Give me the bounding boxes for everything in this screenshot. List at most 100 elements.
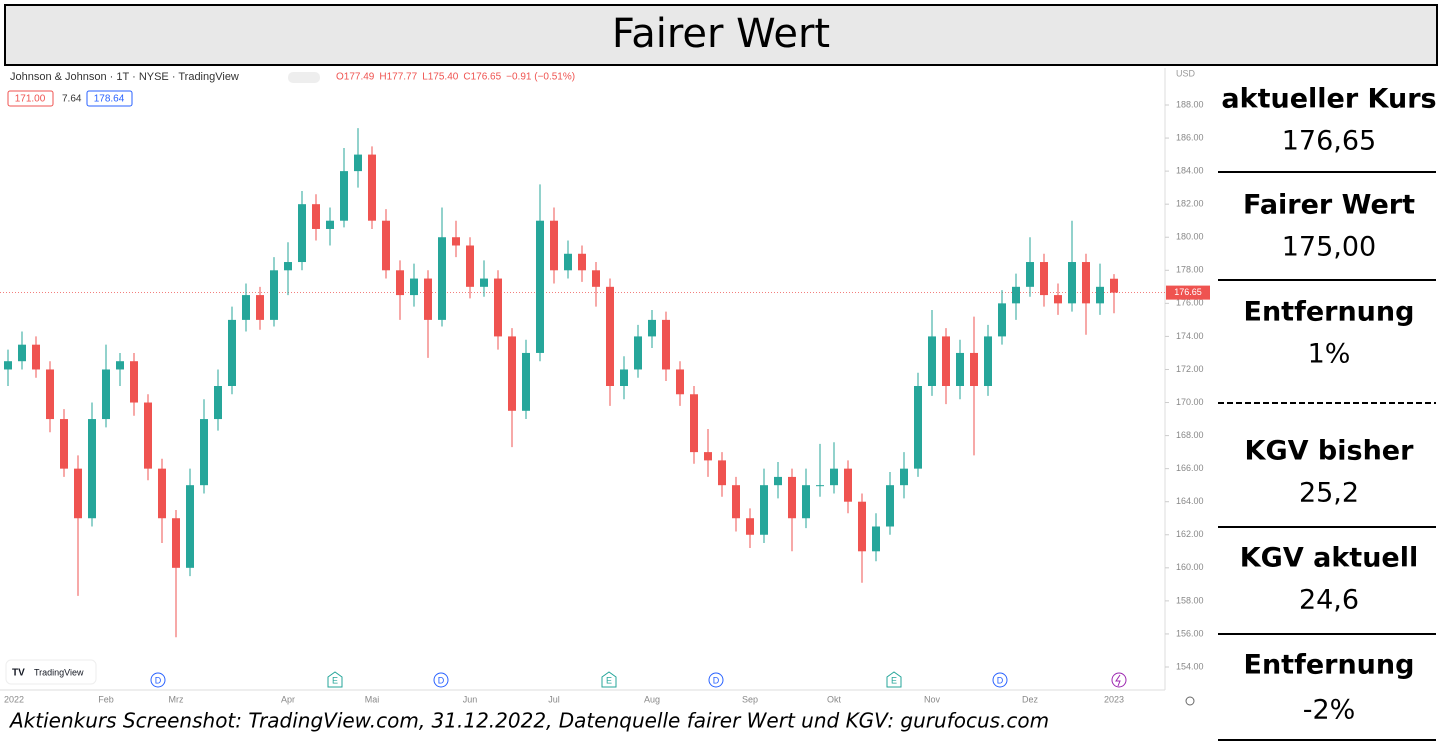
y-tick-label: 188.00 [1176, 99, 1204, 109]
y-tick-label: 176.00 [1176, 298, 1204, 308]
x-tick-label: 2022 [4, 694, 24, 704]
candle-body [130, 361, 138, 403]
price-tag [1166, 285, 1210, 300]
candle-body [844, 468, 852, 502]
candle-body [830, 468, 838, 486]
candle-body [816, 485, 824, 487]
indicator-value: 178.64 [94, 94, 125, 105]
candle-body [648, 319, 656, 337]
event-label: E [606, 675, 612, 685]
candle-body [158, 468, 166, 519]
event-label: D [997, 675, 1004, 685]
candle-body [18, 344, 26, 362]
candle-body [214, 386, 222, 420]
candle-body [200, 419, 208, 486]
candle-body [382, 220, 390, 271]
candle-body [592, 270, 600, 287]
panel-label: Entfernung [1244, 297, 1415, 328]
candle-body [102, 369, 110, 420]
y-tick-label: 162.00 [1176, 529, 1204, 539]
event-marker [433, 672, 449, 688]
x-tick-label: Mai [365, 694, 380, 704]
ohlc-value: O177.49 [336, 72, 375, 83]
caption: Aktienkurs Screenshot: TradingView.com, … [8, 709, 1049, 733]
candle-body [1012, 286, 1020, 304]
candle-body [522, 352, 530, 411]
candle-body [802, 485, 810, 519]
candle-body [144, 402, 152, 469]
candle-body [186, 485, 194, 568]
x-tick-label: Jul [548, 694, 560, 704]
price-tag-label: 176.65 [1174, 287, 1202, 297]
x-tick-label: Jun [463, 694, 478, 704]
event-label: E [332, 675, 338, 685]
candle-body [928, 336, 936, 386]
candle-body [704, 452, 712, 461]
y-tick-label: 166.00 [1176, 463, 1204, 473]
candle-body [494, 278, 502, 337]
candle-body [466, 245, 474, 287]
settings-icon[interactable] [1185, 696, 1195, 706]
panel-label: Fairer Wert [1243, 190, 1415, 221]
candle-body [564, 253, 572, 271]
candle-body [88, 419, 96, 519]
candle-body [368, 154, 376, 221]
candle-body [340, 171, 348, 221]
x-tick-label: Nov [924, 694, 941, 704]
candle-body [438, 237, 446, 320]
candle-body [606, 286, 614, 386]
y-tick-label: 174.00 [1176, 331, 1204, 341]
ohlc-value: H177.77 [379, 72, 417, 83]
event-marker [708, 672, 724, 688]
candle-body [746, 518, 754, 535]
candle-body [228, 319, 236, 386]
candle-body [354, 154, 362, 172]
currency: USD [1176, 68, 1196, 78]
x-tick-label: Mrz [169, 694, 184, 704]
candle-body [886, 485, 894, 527]
candle-body [788, 476, 796, 519]
panel-label: Entfernung [1244, 650, 1415, 681]
x-tick-label: Apr [281, 694, 295, 704]
event-label: D [713, 675, 720, 685]
candle-body [396, 270, 404, 296]
event-flash[interactable] [1111, 672, 1127, 688]
x-tick-label: Feb [98, 694, 114, 704]
event-marker [150, 672, 166, 688]
event-marker [327, 671, 343, 688]
legend-toggle[interactable] [288, 72, 320, 83]
y-tick-label: 164.00 [1176, 496, 1204, 506]
candle-body [718, 460, 726, 486]
candle-body [970, 352, 978, 386]
x-tick-label: Aug [644, 694, 660, 704]
candle-body [578, 253, 586, 271]
candle-body [1054, 295, 1062, 304]
ohlc-value: C176.65 [463, 72, 501, 83]
event-marker [601, 671, 617, 688]
svg-text:TV: TV [12, 668, 25, 679]
watermark-logo: TV [5, 659, 97, 685]
indicator-box [7, 90, 54, 107]
indicator-value: 7.64 [62, 94, 82, 105]
y-tick-label: 168.00 [1176, 430, 1204, 440]
event-label: E [891, 675, 897, 685]
ohlc-value: −0.91 (−0.51%) [506, 72, 575, 83]
candle-body [676, 369, 684, 395]
indicator-box [86, 90, 133, 107]
candle-body [298, 204, 306, 263]
panel-value: -2% [1303, 695, 1356, 726]
candle-body [1082, 262, 1090, 304]
candle-body [760, 485, 768, 535]
page-title: Fairer Wert [612, 11, 830, 57]
x-tick-label: Sep [742, 694, 758, 704]
panel-value: 175,00 [1282, 232, 1376, 263]
candle-body [410, 278, 418, 296]
candle-body [172, 518, 180, 568]
y-tick-label: 172.00 [1176, 364, 1204, 374]
y-tick-label: 156.00 [1176, 628, 1204, 638]
event-marker [992, 672, 1008, 688]
y-tick-label: 182.00 [1176, 199, 1204, 209]
candle-body [634, 336, 642, 370]
y-tick-label: 154.00 [1176, 661, 1204, 671]
candle-body [116, 361, 124, 370]
